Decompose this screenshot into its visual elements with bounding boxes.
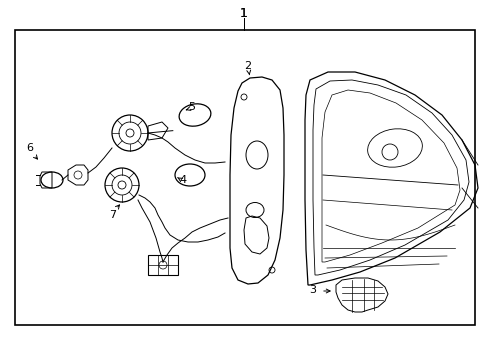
Text: 2: 2 (244, 61, 251, 71)
Bar (15, 30, 474, 325)
Text: 5: 5 (188, 102, 195, 112)
Text: 1: 1 (240, 6, 247, 19)
Bar (148, 255, 178, 275)
Text: 1: 1 (240, 6, 247, 19)
Text: 3: 3 (309, 285, 316, 295)
Text: 6: 6 (26, 143, 34, 153)
Text: 4: 4 (179, 175, 186, 185)
Text: 7: 7 (109, 210, 116, 220)
